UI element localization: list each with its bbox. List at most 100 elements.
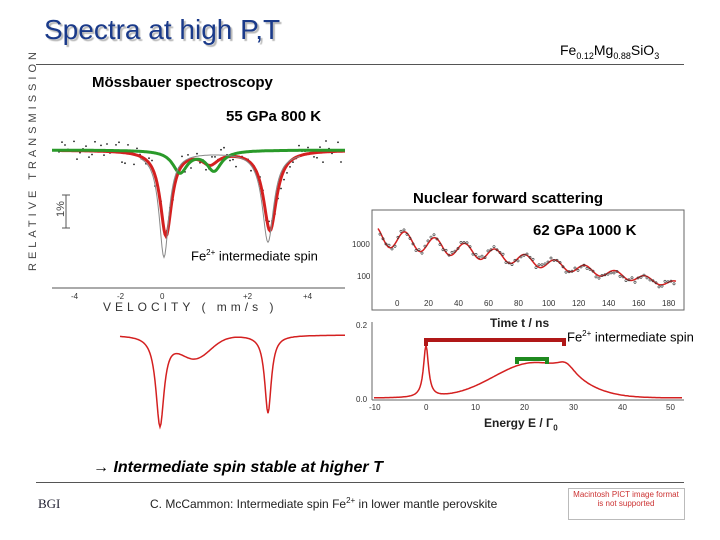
formula-rest-sub: 3: [654, 50, 660, 61]
nfs-dot: [573, 266, 577, 270]
nfs-dot: [501, 252, 505, 256]
moss-dot: [181, 155, 183, 158]
moss-xtick-2: 0: [160, 292, 165, 301]
moss-dot: [106, 143, 108, 145]
nfs-dot: [645, 276, 649, 280]
nfs-dot: [420, 251, 424, 255]
nfs-dot: [378, 232, 382, 236]
nfs-dot: [657, 285, 661, 289]
energy-ytick-1: 0.0: [356, 395, 368, 404]
nfs-dot: [618, 274, 622, 278]
nfs-dot: [660, 284, 664, 288]
nfs-dot: [633, 280, 637, 284]
moss-dot: [205, 168, 207, 171]
nfs-dot: [456, 247, 460, 250]
moss-dot: [223, 146, 225, 149]
nfs-dot: [600, 274, 604, 277]
nfs-dot: [525, 252, 529, 256]
moss-dot: [148, 157, 150, 160]
moss-dot: [283, 178, 285, 181]
nfs-dot: [579, 265, 583, 269]
moss-dot: [76, 158, 78, 161]
nfs-dot: [426, 239, 430, 243]
nfs-dot: [435, 237, 439, 241]
nfs-dot: [465, 241, 469, 245]
moss-dot: [319, 146, 321, 149]
nfs-dot: [396, 235, 400, 239]
nfs-dot: [495, 248, 499, 252]
nfs-ytick-0: 1000: [352, 240, 370, 249]
moss-dot: [298, 144, 300, 147]
nfs-ytick-1: 100: [357, 272, 371, 281]
moss-dot: [64, 144, 66, 146]
moss-dot: [196, 152, 198, 155]
nfs-dot: [417, 248, 421, 252]
energy-fe-post: intermediate spin: [591, 329, 694, 345]
nfs-xtick-3: 60: [484, 299, 493, 308]
formula-fe-sub: 0.12: [576, 50, 594, 61]
nfs-dot: [666, 280, 670, 284]
energy-spectrum: [374, 344, 682, 399]
nfs-dot: [447, 253, 451, 257]
moss-fe-post: intermediate spin: [215, 248, 318, 264]
moss-fe-pre: Fe: [191, 248, 207, 264]
nfs-dot: [537, 263, 541, 267]
nfs-dot: [627, 278, 631, 282]
nfs-dot: [546, 260, 550, 264]
nfs-dot: [531, 257, 535, 261]
nfs-dot: [654, 281, 658, 285]
nfs-dot: [672, 282, 676, 286]
nfs-dot: [648, 278, 652, 282]
energy-xlabel: Energy E / Γ0: [484, 416, 558, 432]
formula-fe: Fe: [560, 42, 577, 58]
moss-dot: [229, 159, 231, 162]
nfs-dot: [405, 232, 409, 236]
energy-xtick-0: -10: [369, 403, 381, 412]
nfs-dot: [603, 273, 607, 277]
nfs-dot: [612, 271, 616, 275]
energy-fe-sup: 2+: [582, 329, 592, 338]
footer-sup: 2+: [346, 496, 356, 505]
moss-fit-gray: [139, 154, 301, 259]
nfs-xtick-7: 140: [602, 299, 616, 308]
moss-dot: [136, 147, 138, 150]
energy-xtick-5: 40: [618, 403, 627, 412]
energy-ytick-0: 0.2: [356, 321, 368, 330]
moss-dot: [220, 148, 222, 151]
nfs-dot: [519, 255, 523, 259]
nfs-dot: [408, 236, 412, 240]
nfs-dot: [651, 279, 655, 283]
nfs-dot: [558, 261, 562, 264]
nfs-dot: [429, 235, 433, 239]
nfs-dot: [483, 256, 487, 260]
nfs-dot: [642, 273, 646, 277]
nfs-dot: [621, 275, 625, 279]
nfs-dot: [549, 256, 553, 260]
nfs-dot: [402, 228, 406, 232]
energy-xtick-6: 50: [666, 403, 675, 412]
nfs-dot: [639, 275, 643, 279]
energy-xlabel-sub: 0: [553, 423, 558, 433]
moss-dot: [61, 141, 63, 144]
nfs-dot: [390, 247, 394, 251]
nfs-dot: [570, 269, 574, 273]
mossbauer-conditions: 55 GPa 800 K: [226, 108, 322, 125]
nfs-xtick-1: 20: [424, 299, 433, 308]
lower-mossbauer-spectrum: [119, 334, 345, 430]
nfs-dot: [588, 267, 592, 271]
nfs-xtick-9: 180: [662, 299, 676, 308]
formula-rest: SiO: [630, 42, 655, 58]
nfs-dot: [510, 263, 514, 267]
nfs-dot: [414, 249, 418, 252]
nfs-dot: [576, 268, 580, 272]
nfs-dot: [486, 249, 490, 253]
energy-xlabel-pre: Energy E / Γ: [484, 416, 554, 430]
energy-fe-annotation: Fe2+ intermediate spin: [567, 329, 694, 344]
header-divider: [36, 64, 684, 65]
nfs-dot: [609, 271, 613, 275]
moss-dot: [340, 161, 342, 163]
nfs-dot: [432, 233, 436, 237]
energy-annotation-bracket: [424, 338, 566, 346]
footer-post: in lower mantle perovskite: [355, 497, 498, 511]
moss-dot: [250, 169, 252, 172]
